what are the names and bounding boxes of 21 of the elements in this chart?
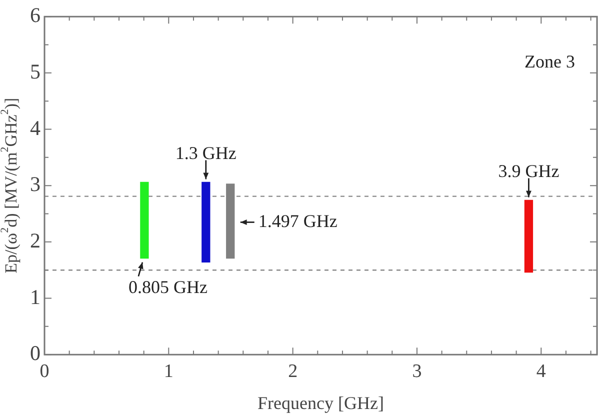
- bar: [140, 182, 149, 259]
- y-tick-label: 3: [30, 172, 40, 196]
- x-tick-label: 3: [412, 360, 422, 382]
- annotation: 1.3 GHz: [175, 142, 236, 163]
- annotation: Zone 3: [524, 51, 575, 72]
- y-tick-label: 1: [30, 284, 40, 309]
- x-tick-label: 4: [536, 360, 546, 382]
- y-tick-label: 4: [30, 116, 41, 140]
- x-tick-label: 2: [288, 360, 298, 382]
- bar: [524, 200, 534, 273]
- y-tick-label: 6: [30, 3, 40, 28]
- x-axis-title: Frequency [GHz]: [258, 392, 384, 413]
- y-tick-label: 2: [30, 228, 40, 252]
- annotation: 3.9 GHz: [498, 160, 560, 181]
- y-tick-label: 0: [30, 341, 40, 366]
- y-axis-title: Ep/(ω2d) [MV/(m2GHz2)]: [0, 98, 20, 274]
- bar: [202, 182, 210, 263]
- annotation: 0.805 GHz: [128, 277, 208, 298]
- annotation: 1.497 GHz: [258, 210, 338, 231]
- y-tick-label: 5: [30, 59, 40, 84]
- x-tick-label: 1: [164, 360, 174, 382]
